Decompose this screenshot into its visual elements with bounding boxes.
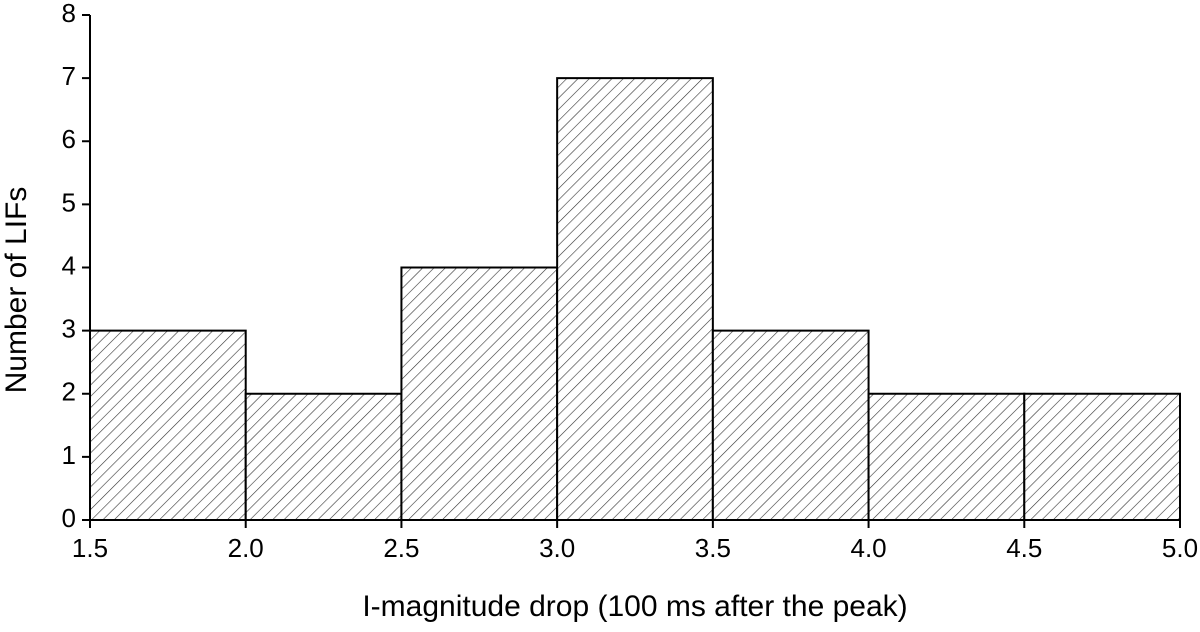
bar	[711, 329, 870, 521]
x-tick-label: 1.5	[72, 533, 108, 563]
y-tick-label: 4	[62, 250, 76, 280]
y-tick-label: 8	[62, 0, 76, 28]
y-tick-label: 6	[62, 124, 76, 154]
x-axis-title: I-magnitude drop (100 ms after the peak)	[362, 590, 907, 623]
x-tick-label: 3.0	[539, 533, 575, 563]
y-tick-label: 0	[62, 503, 76, 533]
y-tick-label: 1	[62, 440, 76, 470]
bar	[867, 392, 1026, 521]
x-tick-label: 2.5	[383, 533, 419, 563]
y-tick-label: 7	[62, 61, 76, 91]
y-tick-label: 5	[62, 187, 76, 217]
y-tick-label: 3	[62, 314, 76, 344]
y-axis-title: Number of LIFs	[0, 187, 33, 394]
x-tick-label: 5.0	[1162, 533, 1198, 563]
bar	[1023, 392, 1182, 521]
bar	[89, 329, 247, 521]
x-tick-label: 4.0	[850, 533, 886, 563]
y-tick-label: 2	[62, 377, 76, 407]
bar	[400, 266, 559, 521]
x-tick-label: 3.5	[695, 533, 731, 563]
x-tick-label: 2.0	[228, 533, 264, 563]
bar	[244, 392, 403, 521]
x-tick-label: 4.5	[1006, 533, 1042, 563]
bar	[556, 77, 714, 521]
